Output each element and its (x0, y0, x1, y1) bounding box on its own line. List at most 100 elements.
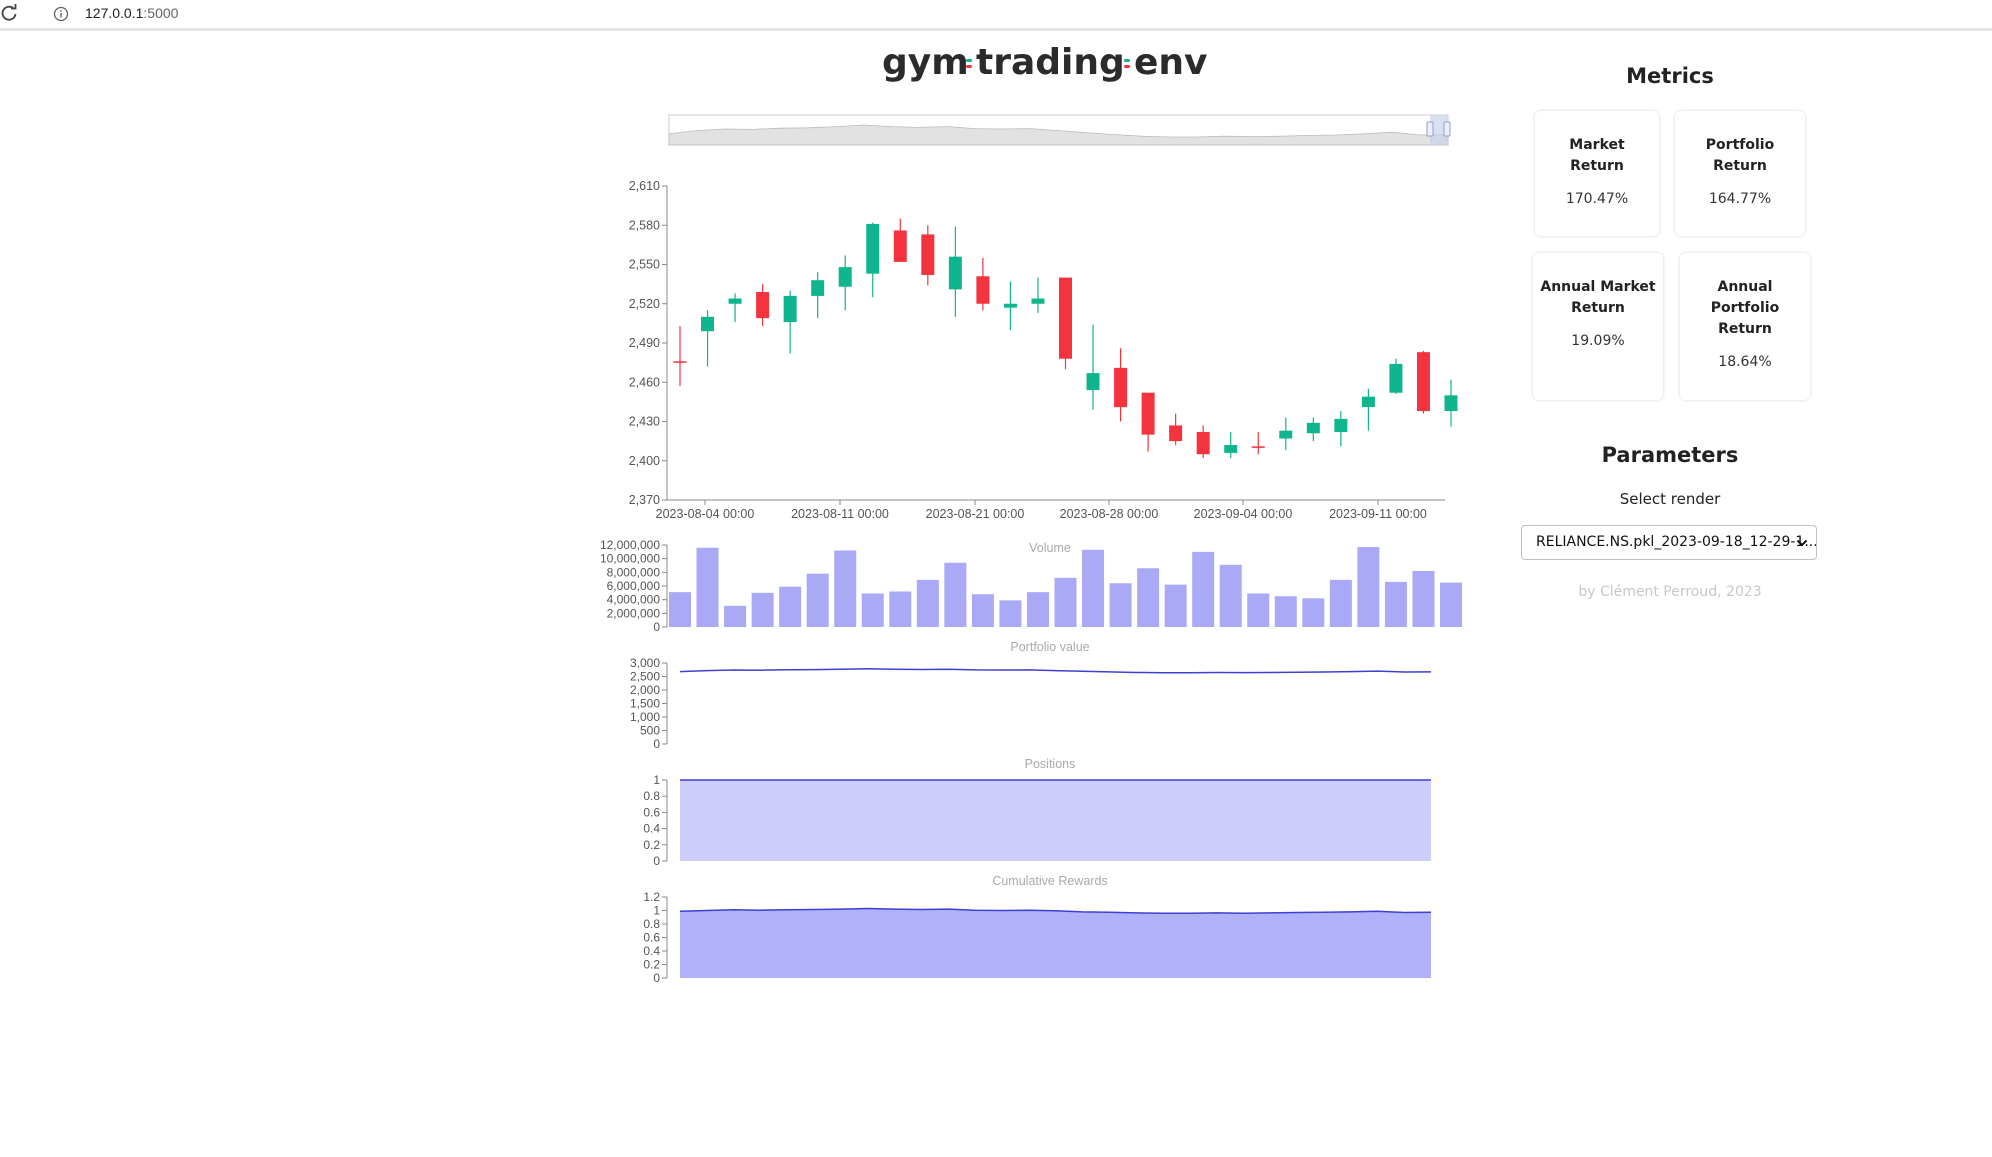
x-tick-label: 2023-08-11 00:00 (791, 507, 889, 521)
candle-up (728, 298, 742, 304)
y-tick-label: 2,500 (630, 670, 660, 684)
y-tick-label: 0.8 (643, 917, 660, 931)
candle-up (1444, 395, 1458, 412)
portfolio-value-title: Portfolio value (1010, 640, 1089, 654)
volume-bar (916, 579, 939, 627)
y-tick-label: 0.2 (643, 838, 660, 852)
reload-icon[interactable] (0, 3, 18, 23)
overview-area (668, 124, 1449, 146)
url-host: 127.0.0.1 (85, 5, 144, 21)
candle-up (1361, 396, 1375, 408)
annual-market-return-card: Annual Market Return 19.09% (1533, 253, 1663, 400)
candle-up (948, 256, 962, 290)
volume-bar (806, 573, 829, 627)
candle-down (756, 291, 770, 319)
y-tick-label: 6,000,000 (607, 579, 661, 593)
volume-bar (724, 605, 747, 627)
chevron-down-icon (1796, 539, 1808, 547)
card-title: Annual Market Return (1540, 279, 1656, 316)
info-icon[interactable] (53, 6, 69, 22)
url-port: :5000 (143, 5, 179, 21)
cumulative-rewards-area (680, 908, 1431, 978)
candle-up (1334, 418, 1348, 432)
positions-area (680, 780, 1431, 861)
cumulative-rewards-title: Cumulative Rewards (992, 874, 1107, 888)
volume-bar (834, 550, 857, 627)
candle-down (921, 234, 935, 275)
volume-bar (1137, 568, 1160, 627)
candle-down (1251, 446, 1265, 448)
volume-bar (1247, 593, 1270, 627)
render-select-value: RELIANCE.NS.pkl_2023-09-18_12-29-1... (1536, 534, 1817, 550)
parameters-heading: Parameters (1601, 443, 1739, 467)
candle-down (1169, 425, 1183, 442)
volume-bar (1274, 596, 1297, 627)
candle-up (1389, 363, 1403, 393)
y-tick-label: 0.8 (643, 789, 660, 803)
volume-bar (1329, 579, 1352, 627)
candle-down (976, 276, 990, 304)
card-title: Annual Portfolio Return (1710, 279, 1780, 337)
y-tick-label: 2,000 (630, 683, 660, 697)
annual-portfolio-return-card: Annual Portfolio Return 18.64% (1680, 253, 1810, 400)
candle-up (838, 267, 852, 287)
volume-bar (1384, 581, 1407, 627)
metrics-heading: Metrics (1626, 64, 1714, 88)
candle-down (1196, 431, 1210, 455)
select-render-label: Select render (1619, 490, 1721, 508)
y-tick-label: 2,490 (629, 336, 660, 350)
x-tick-label: 2023-09-11 00:00 (1329, 507, 1427, 521)
credit-text: by Clément Perroud, 2023 (1578, 584, 1762, 600)
candle-down (893, 230, 907, 262)
y-tick-label: 1,500 (630, 697, 660, 711)
candle-down (1141, 392, 1155, 435)
portfolio-return-card: Portfolio Return 164.77% (1675, 111, 1805, 236)
x-tick-label: 2023-08-21 00:00 (926, 507, 1025, 521)
candle-down (1416, 352, 1430, 412)
y-tick-label: 0.4 (643, 822, 660, 836)
url-text[interactable]: 127.0.0.1:5000 (85, 5, 178, 21)
volume-bar (889, 591, 912, 627)
logo-part-gym: gym (882, 42, 969, 83)
y-tick-label: 1,000 (630, 710, 660, 724)
volume-bar (779, 586, 802, 627)
volume-bar (669, 592, 691, 627)
candle-up (1224, 445, 1238, 453)
x-tick-label: 2023-08-28 00:00 (1060, 507, 1159, 521)
volume-bar (1082, 549, 1105, 627)
volume-bar (751, 592, 774, 627)
volume-bar (1164, 584, 1187, 627)
volume-bar (1026, 592, 1049, 627)
volume-bar (1440, 582, 1462, 627)
y-tick-label: 2,370 (629, 493, 660, 507)
y-tick-label: 10,000,000 (600, 552, 660, 566)
render-select[interactable]: RELIANCE.NS.pkl_2023-09-18_12-29-1... (1521, 525, 1817, 560)
card-value: 19.09% (1571, 333, 1625, 349)
y-tick-label: 0 (653, 854, 660, 868)
y-tick-label: 2,430 (629, 415, 660, 429)
logo-part-trading: trading (976, 42, 1125, 83)
volume-bar (1219, 564, 1242, 627)
logo-separator-icon (966, 59, 972, 68)
y-tick-label: 2,520 (629, 297, 660, 311)
card-title: Market Return (1569, 137, 1625, 174)
y-tick-label: 2,550 (629, 258, 660, 272)
candle-up (866, 223, 880, 274)
volume-bar (1054, 577, 1077, 627)
y-tick-label: 1 (653, 904, 660, 918)
y-tick-label: 0.2 (643, 958, 660, 972)
charts-area: 2,610 2,580 2,550 2,520 2,490 2,460 2,430 2,400… (600, 114, 1462, 985)
y-tick-label: 2,460 (629, 375, 660, 389)
volume-title: Volume (1029, 541, 1071, 555)
candle-up (701, 316, 715, 332)
gym-trading-env-logo: gym trading env (882, 42, 1208, 83)
logo-separator-icon (1124, 59, 1130, 68)
candle-up (811, 280, 825, 296)
y-tick-label: 8,000,000 (607, 565, 661, 579)
candle-up (1031, 298, 1045, 304)
positions-title: Positions (1025, 757, 1076, 771)
card-value: 170.47% (1565, 191, 1629, 207)
volume-bar (861, 593, 884, 627)
volume-bar (944, 562, 967, 627)
volume-bar (1357, 547, 1380, 627)
